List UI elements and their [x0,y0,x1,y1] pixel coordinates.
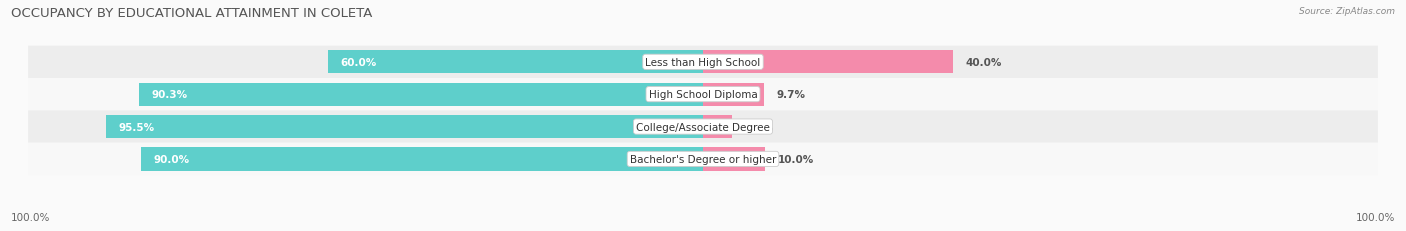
Bar [703,83,763,106]
FancyBboxPatch shape [28,143,1378,175]
Text: College/Associate Degree: College/Associate Degree [636,122,770,132]
Legend: Owner-occupied, Renter-occupied: Owner-occupied, Renter-occupied [588,228,818,231]
Bar [703,148,765,171]
Text: Less than High School: Less than High School [645,58,761,67]
Text: Source: ZipAtlas.com: Source: ZipAtlas.com [1299,7,1395,16]
Text: 90.0%: 90.0% [153,154,190,164]
Text: High School Diploma: High School Diploma [648,90,758,100]
Bar [107,116,703,139]
FancyBboxPatch shape [28,111,1378,143]
Bar [141,148,703,171]
Text: 90.3%: 90.3% [152,90,187,100]
Text: 100.0%: 100.0% [11,212,51,222]
Text: 40.0%: 40.0% [966,58,1002,67]
Text: 60.0%: 60.0% [340,58,377,67]
Bar [328,51,703,74]
Text: OCCUPANCY BY EDUCATIONAL ATTAINMENT IN COLETA: OCCUPANCY BY EDUCATIONAL ATTAINMENT IN C… [11,7,373,20]
FancyBboxPatch shape [28,79,1378,111]
Text: 10.0%: 10.0% [778,154,814,164]
Bar [703,51,953,74]
Text: Bachelor's Degree or higher: Bachelor's Degree or higher [630,154,776,164]
Text: 95.5%: 95.5% [118,122,155,132]
Bar [139,83,703,106]
Bar [703,116,731,139]
Text: 100.0%: 100.0% [1355,212,1395,222]
Text: 9.7%: 9.7% [776,90,806,100]
Text: 4.6%: 4.6% [744,122,773,132]
FancyBboxPatch shape [28,46,1378,79]
